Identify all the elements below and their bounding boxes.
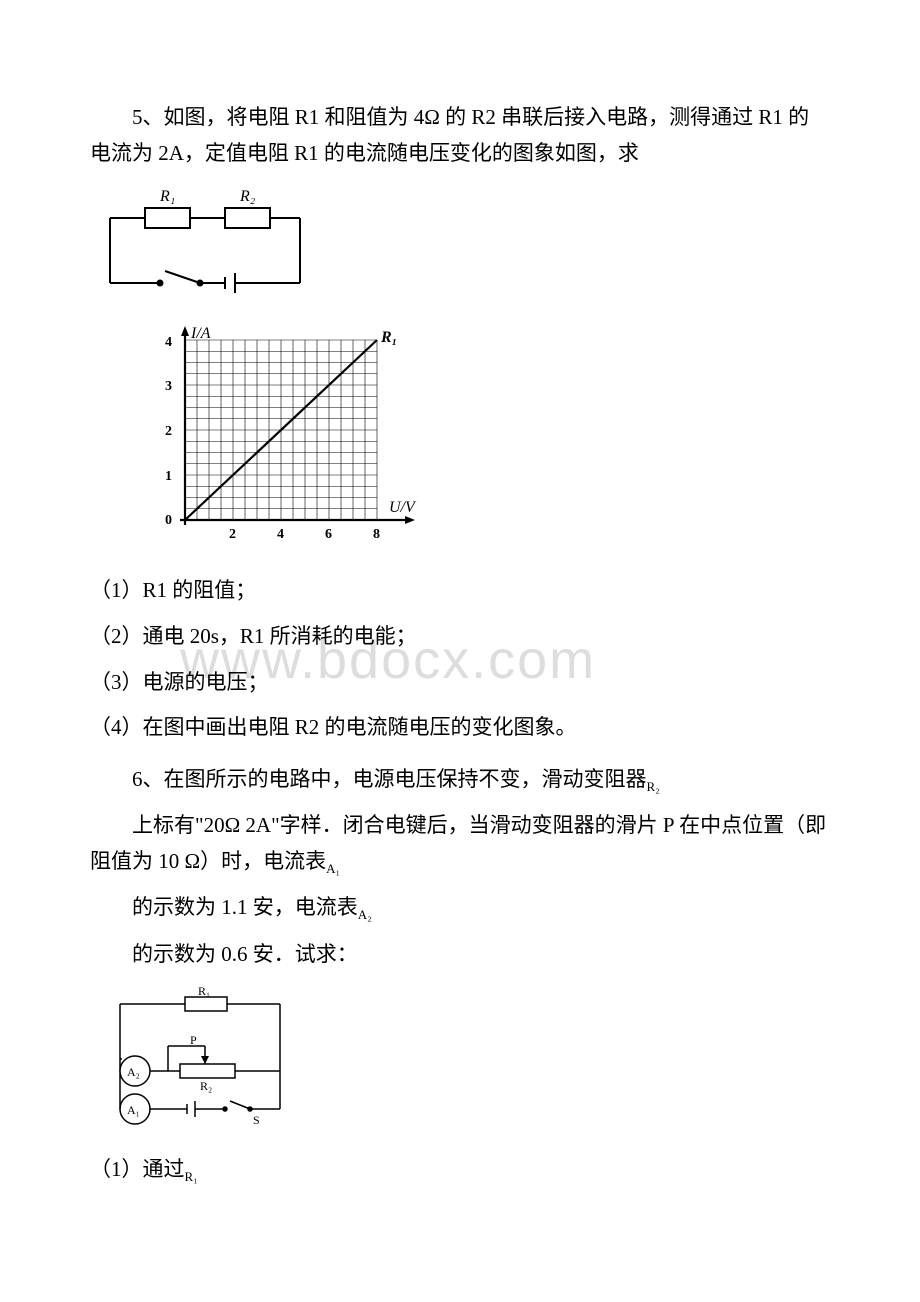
graph-xtick-2: 2 <box>229 527 236 542</box>
page-content: 5、如图，将电阻 R1 和阻值为 4Ω 的 R2 串联后接入电路，测得通过 R1… <box>90 100 830 1189</box>
circuit1-svg: R₁ R₂ <box>90 183 320 313</box>
q6-stem: 6、在图所示的电路中，电源电压保持不变，滑动变阻器 <box>132 767 647 791</box>
circuit2-p-label: P <box>190 1033 197 1047</box>
q5-part2: （2）通电 20s，R1 所消耗的电能； <box>90 619 830 655</box>
q6-part1: （1）通过R₁ <box>90 1152 830 1188</box>
graph-ytick-1: 1 <box>165 469 172 484</box>
q6-line3: 的示数为 1.1 安，电流表A₂ <box>90 890 830 926</box>
circuit2-a2-label: A₂ <box>127 1065 140 1079</box>
q6-line2a: 上标有"20Ω 2A"字样．闭合电键后，当滑动变阻器的滑片 P 在中点位置（即阻… <box>90 813 826 873</box>
graph-r1-legend: R₁ <box>380 329 397 346</box>
graph-ytick-4: 4 <box>165 335 172 350</box>
circuit1-r2-label: R₂ <box>239 188 256 205</box>
q5-part4: （4）在图中画出电阻 R2 的电流随电压的变化图象。 <box>90 710 830 746</box>
q6-stem-line1: 6、在图所示的电路中，电源电压保持不变，滑动变阻器R₂ <box>90 762 830 798</box>
circuit2-svg: R₁ R₂ P A₁ A₂ S <box>90 984 310 1134</box>
graph-svg: 0 1 2 3 4 2 4 6 8 I/A U/V R₁ <box>140 325 430 555</box>
q5-stem: 5、如图，将电阻 R1 和阻值为 4Ω 的 R2 串联后接入电路，测得通过 R1… <box>90 100 830 171</box>
graph-xtick-8: 8 <box>373 527 380 542</box>
q6-r2sym: R₂ <box>647 779 660 794</box>
graph-ytick-3: 3 <box>165 379 172 394</box>
q6-r1sym: R₁ <box>185 1170 198 1185</box>
q6-line3a: 的示数为 1.1 安，电流表 <box>132 895 358 919</box>
q5-graph-figure: 0 1 2 3 4 2 4 6 8 I/A U/V R₁ <box>140 325 830 555</box>
graph-ylabel: I/A <box>190 325 211 342</box>
circuit1-r1-label: R₁ <box>159 188 175 205</box>
q5-circuit-figure: R₁ R₂ <box>90 183 830 313</box>
q6-part1a: （1）通过 <box>90 1157 185 1181</box>
q6-a2sym: A₂ <box>358 908 372 923</box>
q5-part1: （1）R1 的阻值； <box>90 573 830 609</box>
graph-xtick-6: 6 <box>325 527 332 542</box>
graph-xtick-4: 4 <box>277 527 284 542</box>
circuit2-r2-label: R₂ <box>200 1079 212 1093</box>
q6-line2: 上标有"20Ω 2A"字样．闭合电键后，当滑动变阻器的滑片 P 在中点位置（即阻… <box>90 808 830 880</box>
circuit2-a1-label: A₁ <box>127 1103 140 1117</box>
q5-part3: （3）电源的电压； <box>90 665 830 701</box>
circuit2-r1-label: R₁ <box>198 984 210 998</box>
graph-ytick-2: 2 <box>165 424 172 439</box>
q6-circuit-figure: R₁ R₂ P A₁ A₂ S <box>90 984 830 1134</box>
q6-line4: 的示数为 0.6 安．试求： <box>90 937 830 973</box>
graph-ytick-0: 0 <box>165 513 172 528</box>
q6-a1sym: A₁ <box>326 861 340 876</box>
circuit2-s-label: S <box>253 1113 260 1127</box>
graph-xlabel: U/V <box>389 499 417 516</box>
